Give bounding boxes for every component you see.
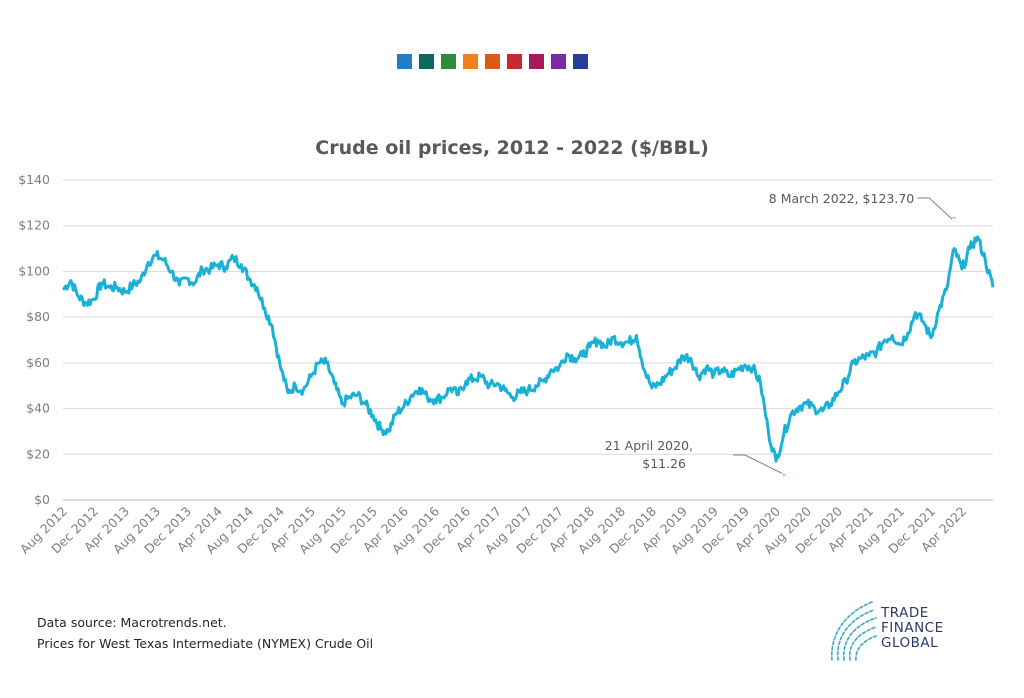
y-tick-label: $100 [18, 263, 50, 278]
color-swatch-8 [551, 54, 566, 69]
y-tick-label: $40 [26, 401, 50, 416]
logo-line-3: GLOBAL [881, 635, 939, 651]
logo-mark-icon [831, 601, 877, 661]
trough-leader-line [733, 454, 783, 474]
y-tick-label: $120 [18, 218, 50, 233]
y-axis: $0 $20 $40 $60 $80 $100 $120 $140 [18, 172, 50, 507]
color-swatch-4 [463, 54, 478, 69]
data-source-note: Data source: Macrotrends.net. Prices for… [37, 612, 373, 654]
color-swatch-5 [485, 54, 500, 69]
y-tick-label: $140 [18, 172, 50, 187]
source-line-1: Data source: Macrotrends.net. [37, 615, 227, 630]
price-series [61, 217, 995, 476]
wti-price-line [61, 235, 995, 463]
color-swatch-3 [441, 54, 456, 69]
trade-finance-global-logo: TRADE FINANCE GLOBAL [826, 594, 976, 664]
trough-annotation-line-1: 21 April 2020, [605, 438, 693, 453]
peak-annotation: 8 March 2022, $123.70 [769, 191, 915, 206]
color-swatch-1 [397, 54, 412, 69]
annotations: 8 March 2022, $123.70 21 April 2020, $11.2… [605, 191, 953, 474]
peak-leader-line [917, 197, 953, 220]
chart-title: Crude oil prices, 2012 - 2022 ($/BBL) [315, 137, 709, 159]
color-swatch-6 [507, 54, 522, 69]
y-tick-label: $20 [26, 446, 50, 461]
y-tick-label: $60 [26, 355, 50, 370]
color-swatch-2 [419, 54, 434, 69]
color-swatch-9 [573, 54, 588, 69]
color-swatch-bar [397, 54, 588, 69]
gridlines [63, 179, 993, 501]
logo-line-2: FINANCE [881, 620, 944, 636]
y-tick-label: $80 [26, 309, 50, 324]
trough-annotation-line-2: $11.26 [642, 456, 686, 471]
logo-line-1: TRADE [881, 605, 929, 621]
y-tick-label: $0 [34, 492, 50, 507]
color-swatch-7 [529, 54, 544, 69]
source-line-2: Prices for West Texas Intermediate (NYME… [37, 636, 374, 651]
